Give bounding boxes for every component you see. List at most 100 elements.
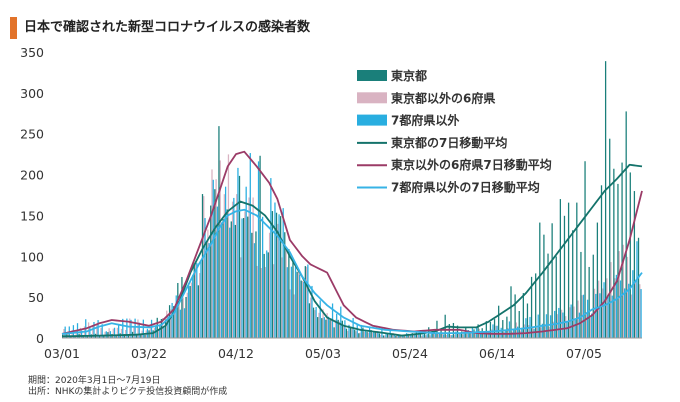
bar-2-day-112 — [523, 324, 526, 338]
bar-2-day-43 — [240, 257, 242, 338]
bar-2-day-35 — [207, 229, 209, 338]
y-tick-3: 150 — [20, 208, 44, 223]
x-tick-4: 05/24 — [392, 346, 428, 361]
bar-2-day-36 — [211, 169, 213, 338]
bar-1-day-23 — [156, 317, 158, 338]
bar-2-day-74 — [367, 332, 369, 338]
bar-1-day-34 — [201, 194, 204, 338]
bar-2-day-40 — [227, 154, 230, 338]
bar-3-day-44 — [245, 186, 247, 338]
bar-2-day-26 — [170, 309, 172, 338]
bar-2-day-29 — [182, 297, 184, 338]
legend-swatch-2 — [357, 92, 387, 104]
bar-2-day-131 — [602, 288, 604, 338]
bar-2-day-120 — [556, 314, 559, 338]
bar-2-day-79 — [388, 334, 390, 338]
bar-1-day-86 — [415, 332, 418, 338]
bar-1-day-104 — [489, 321, 492, 338]
bar-2-day-80 — [392, 332, 394, 338]
bar-3-day-32 — [196, 262, 198, 338]
bar-2-day-78 — [384, 335, 386, 338]
bar-2-day-30 — [186, 292, 188, 338]
bar-1-day-62 — [317, 317, 319, 338]
bar-1-day-122 — [563, 215, 566, 338]
legend-label-2: 東京都以外の6府県 — [391, 90, 495, 105]
bar-2-day-92 — [441, 333, 443, 338]
bar-2-day-121 — [561, 309, 563, 338]
bar-1-day-60 — [308, 303, 311, 338]
bar-3-day-30 — [187, 283, 190, 338]
y-tick-6: 300 — [20, 86, 44, 101]
bar-3-day-110 — [517, 326, 519, 338]
bar-1-day-96 — [456, 325, 459, 338]
bar-1-day-93 — [444, 314, 446, 338]
bar-2-day-134 — [614, 278, 616, 338]
bar-1-day-67 — [337, 319, 339, 338]
bar-1-day-121 — [559, 199, 561, 338]
bar-1-day-64 — [325, 319, 327, 338]
bar-2-day-27 — [174, 306, 176, 338]
bar-3-day-87 — [422, 334, 424, 338]
bar-2-day-123 — [569, 307, 571, 338]
bar-3-day-118 — [549, 315, 552, 338]
bar-2-day-32 — [194, 264, 197, 338]
bar-1-day-78 — [382, 335, 385, 338]
bar-3-day-27 — [175, 295, 177, 338]
bar-1-day-69 — [345, 328, 348, 338]
bar-3-day-23 — [159, 325, 161, 338]
bar-2-day-103 — [486, 332, 489, 338]
bar-1-day-54 — [284, 232, 286, 338]
bar-2-day-100 — [474, 333, 476, 338]
bar-1-day-36 — [210, 205, 212, 338]
bar-1-day-110 — [514, 294, 516, 338]
bar-1-day-5 — [82, 335, 84, 338]
bar-2-day-109 — [511, 331, 513, 338]
bar-3-day-132 — [607, 296, 609, 338]
bar-1-day-43 — [238, 175, 241, 338]
bar-3-day-135 — [619, 280, 622, 338]
bar-2-day-107 — [503, 331, 505, 338]
x-tick-1: 03/22 — [131, 346, 167, 361]
bar-2-day-46 — [252, 197, 254, 338]
bar-2-day-16 — [129, 318, 131, 338]
bar-3-day-57 — [299, 274, 301, 338]
period-note: 期間：2020年3月1日～7月19日 — [28, 376, 161, 386]
bar-3-day-42 — [237, 167, 239, 338]
bar-2-day-86 — [417, 334, 419, 338]
bar-2-day-50 — [268, 232, 271, 338]
bar-3-day-94 — [451, 335, 453, 338]
legend-swatch-3 — [357, 114, 387, 126]
y-tick-1: 50 — [28, 290, 44, 305]
bar-2-day-9 — [100, 328, 102, 338]
bar-1-day-132 — [604, 61, 607, 339]
bar-2-day-51 — [273, 264, 275, 338]
bar-3-day-68 — [344, 320, 346, 338]
bar-3-day-114 — [533, 328, 535, 338]
bar-3-day-55 — [290, 266, 293, 338]
bar-1-day-13 — [115, 334, 117, 338]
bar-3-day-64 — [327, 316, 330, 338]
legend-label-3: 7都府県以外 — [391, 113, 459, 128]
bar-3-day-46 — [253, 243, 256, 338]
bar-2-day-49 — [264, 267, 267, 338]
bar-1-day-129 — [592, 254, 594, 338]
bar-2-day-138 — [630, 294, 633, 338]
x-tick-5: 06/14 — [479, 346, 515, 361]
bar-3-day-106 — [500, 327, 502, 338]
bar-1-day-63 — [321, 318, 323, 338]
bar-3-day-61 — [315, 307, 317, 338]
bar-2-day-41 — [231, 201, 234, 338]
bar-1-day-38 — [218, 126, 220, 338]
bar-3-day-82 — [401, 334, 404, 338]
bar-3-day-74 — [368, 327, 371, 338]
bar-2-day-37 — [215, 179, 217, 338]
bar-2-day-52 — [277, 223, 279, 338]
bar-2-day-139 — [635, 281, 637, 338]
bar-3-day-45 — [249, 153, 251, 338]
bar-3-day-34 — [204, 218, 206, 338]
bar-2-day-106 — [499, 332, 501, 338]
bar-1-day-117 — [543, 234, 545, 338]
bar-1-day-76 — [374, 332, 376, 338]
bar-2-day-122 — [565, 316, 567, 338]
y-tick-2: 100 — [20, 249, 44, 264]
